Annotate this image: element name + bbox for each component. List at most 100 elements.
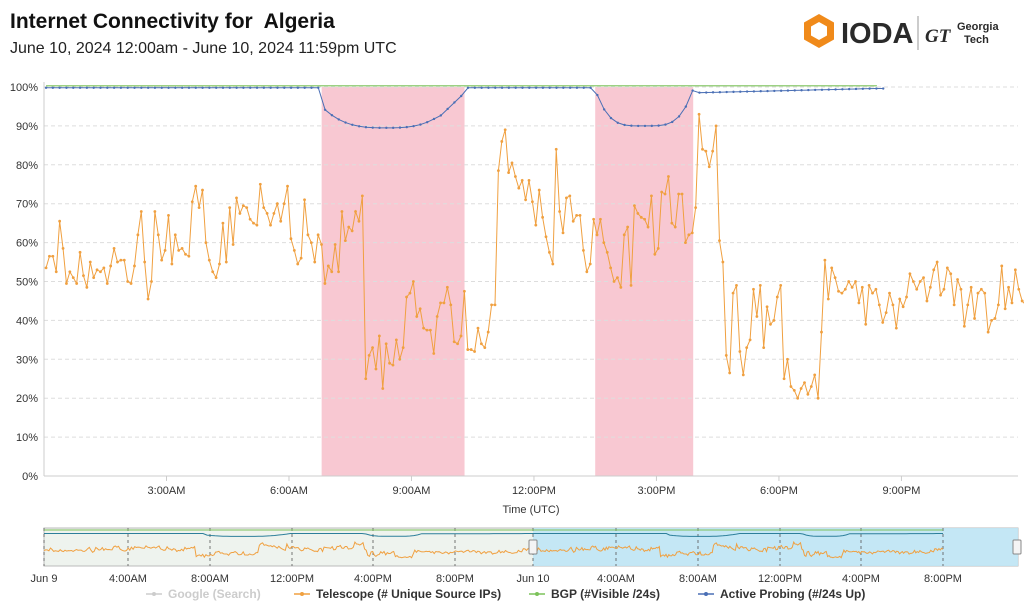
active-probing-point[interactable]: [677, 115, 681, 118]
active-probing-point[interactable]: [140, 86, 143, 89]
telescope-point[interactable]: [1007, 285, 1010, 289]
telescope-point[interactable]: [554, 147, 558, 151]
telescope-point[interactable]: [619, 285, 623, 289]
telescope-point[interactable]: [428, 328, 432, 332]
telescope-point[interactable]: [796, 396, 800, 400]
active-probing-point[interactable]: [705, 91, 708, 94]
telescope-point[interactable]: [718, 239, 721, 243]
telescope-point[interactable]: [384, 342, 388, 346]
active-probing-point[interactable]: [834, 88, 837, 91]
telescope-point[interactable]: [435, 315, 439, 318]
telescope-point[interactable]: [500, 140, 504, 143]
telescope-point[interactable]: [207, 258, 211, 262]
telescope-point[interactable]: [860, 285, 864, 289]
telescope-point[interactable]: [942, 287, 946, 291]
telescope-point[interactable]: [922, 276, 925, 280]
telescope-point[interactable]: [816, 396, 820, 400]
telescope-point[interactable]: [306, 233, 310, 237]
active-probing-point[interactable]: [487, 86, 490, 89]
telescope-point[interactable]: [61, 247, 65, 250]
telescope-point[interactable]: [187, 254, 191, 258]
telescope-point[interactable]: [286, 184, 289, 188]
telescope-point[interactable]: [503, 128, 507, 132]
active-probing-point[interactable]: [820, 88, 824, 91]
telescope-point[interactable]: [398, 357, 402, 361]
telescope-point[interactable]: [612, 280, 616, 283]
telescope-point[interactable]: [677, 192, 681, 196]
active-probing-point[interactable]: [589, 86, 592, 89]
active-probing-point[interactable]: [65, 86, 68, 89]
telescope-point[interactable]: [221, 221, 225, 225]
telescope-point[interactable]: [116, 260, 119, 264]
telescope-point[interactable]: [578, 213, 582, 217]
telescope-point[interactable]: [592, 217, 596, 221]
legend-item-google[interactable]: Google (Search): [146, 587, 261, 601]
telescope-point[interactable]: [622, 233, 626, 237]
telescope-point[interactable]: [653, 252, 657, 256]
telescope-point[interactable]: [983, 291, 987, 295]
active-probing-point[interactable]: [861, 87, 865, 90]
telescope-point[interactable]: [690, 231, 694, 235]
telescope-point[interactable]: [707, 165, 711, 169]
active-probing-point[interactable]: [180, 86, 184, 89]
active-probing-point[interactable]: [534, 86, 538, 89]
active-probing-point[interactable]: [405, 125, 408, 129]
telescope-point[interactable]: [527, 178, 531, 182]
telescope-point[interactable]: [786, 357, 789, 361]
telescope-point[interactable]: [92, 276, 96, 280]
telescope-point[interactable]: [354, 210, 357, 213]
active-probing-series-line[interactable]: [46, 87, 884, 129]
telescope-point[interactable]: [1003, 307, 1007, 311]
telescope-point[interactable]: [772, 319, 776, 322]
telescope-point[interactable]: [976, 291, 980, 295]
telescope-point[interactable]: [272, 212, 276, 215]
telescope-point[interactable]: [296, 262, 300, 266]
telescope-point[interactable]: [360, 194, 364, 198]
telescope-point[interactable]: [133, 264, 136, 268]
telescope-point[interactable]: [88, 260, 92, 264]
active-probing-point[interactable]: [548, 86, 551, 89]
telescope-point[interactable]: [537, 188, 541, 192]
active-probing-point[interactable]: [568, 86, 572, 89]
telescope-point[interactable]: [82, 274, 85, 278]
telescope-point[interactable]: [571, 219, 575, 223]
active-probing-point[interactable]: [623, 123, 626, 127]
telescope-point[interactable]: [724, 354, 728, 357]
telescope-point[interactable]: [136, 233, 140, 237]
telescope-point[interactable]: [401, 346, 405, 350]
active-probing-point[interactable]: [827, 88, 830, 91]
telescope-point[interactable]: [473, 350, 476, 353]
telescope-point[interactable]: [496, 169, 500, 173]
active-probing-point[interactable]: [344, 121, 347, 124]
telescope-point[interactable]: [95, 268, 99, 272]
telescope-point[interactable]: [847, 280, 851, 283]
telescope-point[interactable]: [605, 250, 609, 254]
telescope-point[interactable]: [48, 254, 51, 258]
telescope-point[interactable]: [163, 248, 167, 252]
telescope-point[interactable]: [102, 266, 106, 270]
active-probing-point[interactable]: [494, 86, 497, 89]
active-probing-point[interactable]: [255, 86, 259, 89]
telescope-point[interactable]: [755, 315, 759, 318]
telescope-point[interactable]: [143, 260, 147, 264]
telescope-point[interactable]: [510, 161, 514, 165]
telescope-point[interactable]: [493, 303, 497, 307]
telescope-point[interactable]: [575, 213, 579, 217]
telescope-point[interactable]: [517, 186, 521, 190]
telescope-point[interactable]: [843, 287, 847, 291]
telescope-point[interactable]: [534, 223, 538, 227]
telescope-point[interactable]: [820, 330, 823, 334]
telescope-point[interactable]: [792, 389, 796, 392]
active-probing-point[interactable]: [882, 87, 885, 90]
telescope-point[interactable]: [748, 338, 752, 342]
telescope-point[interactable]: [840, 291, 844, 295]
active-probing-point[interactable]: [432, 117, 436, 121]
telescope-point[interactable]: [833, 276, 837, 280]
active-probing-point[interactable]: [793, 89, 796, 92]
telescope-point[interactable]: [544, 235, 548, 239]
telescope-point[interactable]: [813, 373, 817, 377]
active-probing-point[interactable]: [630, 124, 633, 127]
telescope-point[interactable]: [292, 248, 296, 252]
telescope-point[interactable]: [316, 233, 320, 237]
